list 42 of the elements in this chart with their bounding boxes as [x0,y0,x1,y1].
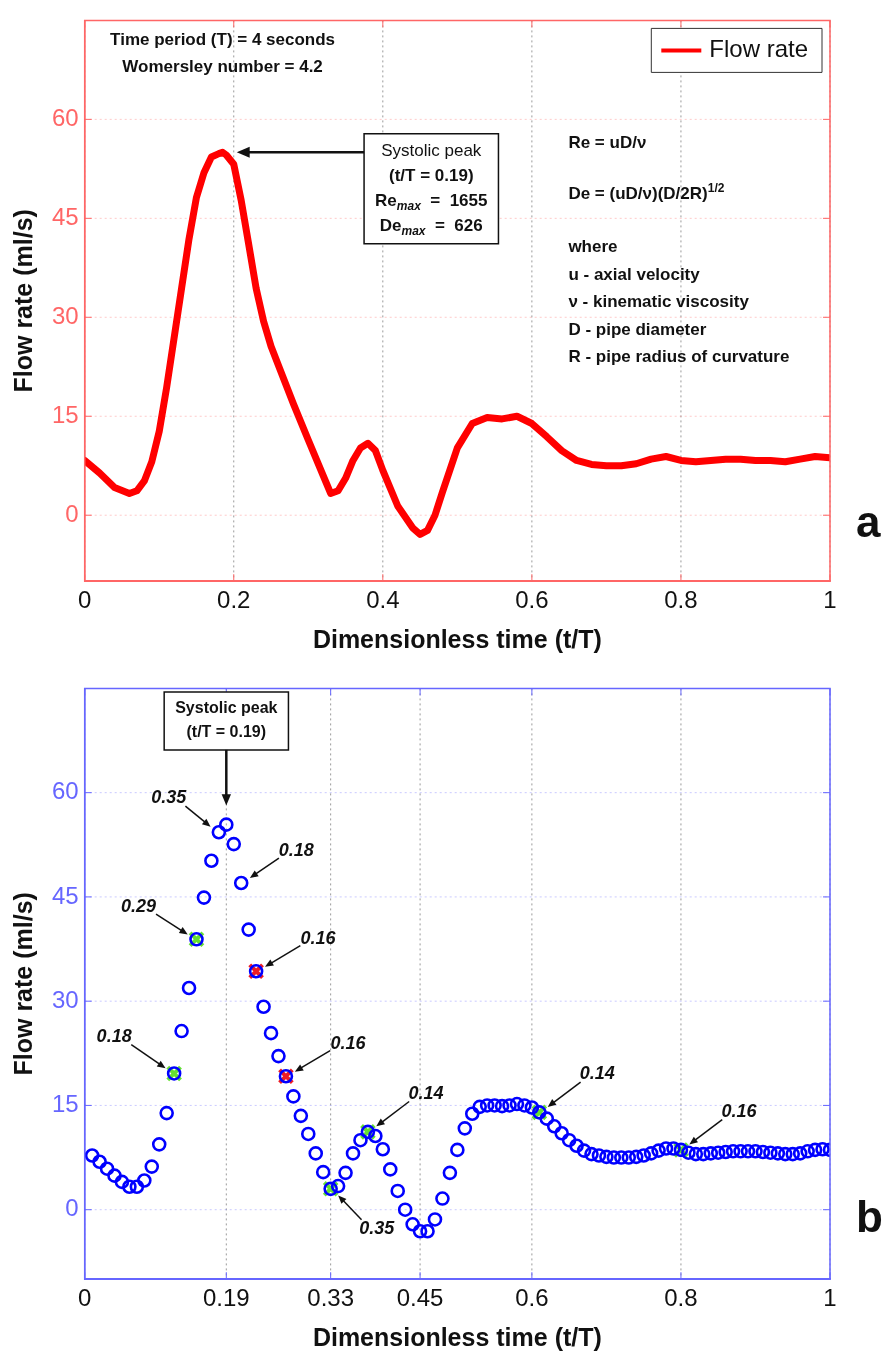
y-tick-label: 30 [51,985,79,1013]
annotation: 0.16 [330,1033,367,1054]
annotation: Time period (T) = 4 seconds Womersley number = 4.2 [110,29,336,76]
y-tick-label: 60 [51,777,79,805]
y-axis-title: Flow rate (ml/s) [8,209,37,393]
x-tick-label: 0.6 [515,1284,549,1312]
text: a [856,497,882,547]
annotation: 0.16 [721,1100,758,1121]
annotation: 0.18 [278,839,314,860]
y-tick-label: 60 [51,103,79,131]
x-axis-title: Dimensionless time (t/T) [312,1322,602,1351]
y-axis-title: Flow rate (ml/s) [8,892,37,1076]
annotation: 0.35 [359,1217,396,1238]
y-tick-label: 15 [51,1090,79,1118]
x-axis-title: Dimensionless time (t/T) [312,624,602,653]
annotation: 0.14 [579,1063,615,1084]
y-tick-label: 30 [51,301,79,329]
x-tick-label: 0.2 [217,586,251,614]
annotation: 0.18 [96,1026,132,1047]
x-tick-label: 0.8 [664,586,698,614]
text: b [856,1192,883,1242]
annotation: Systolic peak (t/T = 0.19) [175,699,278,741]
x-tick-label: 0.45 [396,1284,444,1312]
y-tick-label: 0 [65,499,79,527]
legend-label: Flow rate [709,35,809,63]
x-tick-label: 0.4 [366,586,400,614]
x-tick-label: 1 [823,1284,837,1312]
x-tick-label: 0.8 [664,1284,698,1312]
x-tick-label: 0.19 [202,1284,250,1312]
annotation: 0.35 [151,787,188,808]
x-tick-label: 0.6 [515,586,549,614]
annotation: Re = uD/ν [568,133,647,153]
y-tick-label: 0 [65,1194,79,1222]
y-tick-label: 15 [51,400,79,428]
x-tick-label: 0.33 [307,1284,355,1312]
annotation: 0.29 [120,896,157,917]
y-tick-label: 45 [51,881,79,909]
annotation: where u - axial velocity ν - kinematic viscosity D - pipe diameter R - pipe radius of curvature [567,237,790,367]
y-tick-label: 45 [51,202,79,230]
annotation: 0.16 [300,928,337,949]
annotation: 0.14 [408,1082,444,1103]
x-tick-label: 1 [823,586,837,614]
